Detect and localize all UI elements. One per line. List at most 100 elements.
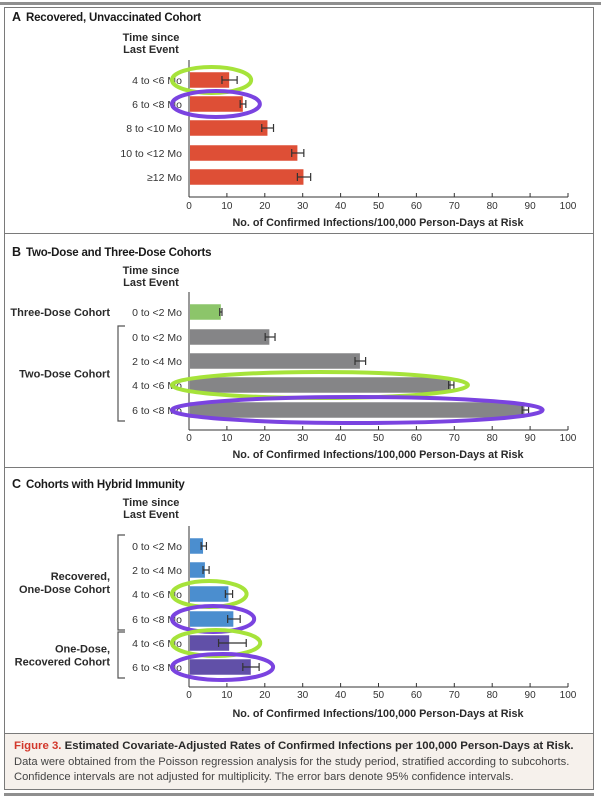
x-axis-title: No. of Confirmed Infections/100,000 Pers… xyxy=(233,708,525,720)
bar xyxy=(190,586,229,602)
x-tick-label: 100 xyxy=(560,690,577,701)
category-label: 4 to <6 Mo xyxy=(132,380,182,392)
group-bracket xyxy=(117,534,125,631)
category-label: 4 to <6 Mo xyxy=(132,638,182,650)
bar xyxy=(190,329,270,345)
category-header: Time since xyxy=(123,497,180,509)
category-header: Time since xyxy=(123,265,180,277)
x-tick-label: 50 xyxy=(373,433,385,444)
x-tick-label: 60 xyxy=(411,690,423,701)
x-tick-label: 80 xyxy=(487,201,499,212)
group-label: Recovered Cohort xyxy=(15,657,111,669)
panel-b: B Two-Dose and Three-Dose Cohorts Time sin… xyxy=(10,245,576,461)
bar xyxy=(190,659,251,675)
bar xyxy=(190,169,304,185)
x-tick-label: 70 xyxy=(449,201,461,212)
bar xyxy=(190,72,230,88)
group-label: Recovered, xyxy=(51,571,110,583)
x-tick-label: 20 xyxy=(259,201,271,212)
category-label: 0 to <2 Mo xyxy=(132,332,182,344)
bar xyxy=(190,145,298,161)
category-label: 6 to <8 Mo xyxy=(132,614,182,626)
x-tick-label: 80 xyxy=(487,433,499,444)
bar xyxy=(190,96,243,112)
bar xyxy=(190,120,268,136)
x-tick-label: 10 xyxy=(221,201,233,212)
x-axis-title: No. of Confirmed Infections/100,000 Pers… xyxy=(233,217,525,229)
group-label: One-Dose, xyxy=(55,644,110,656)
panel-divider-ab xyxy=(4,233,594,234)
figure-caption: Figure 3. Estimated Covariate-Adjusted R… xyxy=(5,734,593,789)
panel-divider-caption xyxy=(4,733,594,734)
panel-title: Two-Dose and Three-Dose Cohorts xyxy=(26,247,211,259)
bar xyxy=(190,611,234,627)
panel-letter: C xyxy=(12,477,21,491)
x-tick-label: 10 xyxy=(221,433,233,444)
x-tick-label: 100 xyxy=(560,433,577,444)
bar xyxy=(190,377,451,393)
panel-a: A Recovered, Unvaccinated Cohort Time sinc… xyxy=(12,10,577,229)
figure-title: Estimated Covariate-Adjusted Rates of Co… xyxy=(64,740,574,752)
bar xyxy=(190,402,525,418)
highlight-purple-ellipse xyxy=(169,395,545,425)
category-label: 2 to <4 Mo xyxy=(132,356,182,368)
category-label: 4 to <6 Mo xyxy=(132,75,182,87)
category-label: 6 to <8 Mo xyxy=(132,662,182,674)
x-tick-label: 50 xyxy=(373,690,385,701)
highlight-purple-ellipse xyxy=(170,89,262,119)
category-header: Last Event xyxy=(123,44,179,56)
bar xyxy=(190,635,230,651)
panel-c: C Cohorts with Hybrid Immunity Time sinceL… xyxy=(12,477,577,720)
x-tick-label: 20 xyxy=(259,690,271,701)
x-tick-label: 100 xyxy=(560,201,577,212)
panel-title: Cohorts with Hybrid Immunity xyxy=(26,479,185,491)
x-tick-label: 60 xyxy=(411,201,423,212)
bar xyxy=(190,562,205,578)
x-tick-label: 20 xyxy=(259,433,271,444)
panel-divider-bc xyxy=(4,467,594,468)
group-bracket xyxy=(117,631,125,679)
category-header: Last Event xyxy=(123,277,179,289)
x-tick-label: 60 xyxy=(411,433,423,444)
group-label: Three-Dose Cohort xyxy=(10,307,110,319)
x-tick-label: 80 xyxy=(487,690,499,701)
category-header: Last Event xyxy=(123,509,179,521)
x-tick-label: 30 xyxy=(297,201,309,212)
category-label: 0 to <2 Mo xyxy=(132,541,182,553)
bar xyxy=(190,353,360,369)
caption-line-1: Data were obtained from the Poisson regr… xyxy=(14,755,570,768)
category-label: 8 to <10 Mo xyxy=(126,123,182,135)
top-rule xyxy=(0,2,601,5)
bottom-rule xyxy=(4,793,594,796)
group-bracket xyxy=(117,325,125,422)
x-tick-label: 70 xyxy=(449,433,461,444)
category-label: 10 to <12 Mo xyxy=(120,148,182,160)
category-label: 4 to <6 Mo xyxy=(132,589,182,601)
bar xyxy=(190,538,204,554)
category-label: ≥12 Mo xyxy=(147,172,182,184)
x-tick-label: 90 xyxy=(525,433,537,444)
x-axis-title: No. of Confirmed Infections/100,000 Pers… xyxy=(233,449,525,461)
figure-frame xyxy=(4,7,594,790)
x-tick-label: 70 xyxy=(449,690,461,701)
x-tick-label: 40 xyxy=(335,201,347,212)
highlight-purple-ellipse xyxy=(170,652,276,682)
x-tick-label: 90 xyxy=(525,201,537,212)
group-label: Two-Dose Cohort xyxy=(19,369,110,381)
category-label: 6 to <8 Mo xyxy=(132,405,182,417)
panel-letter: B xyxy=(12,245,21,259)
x-tick-label: 0 xyxy=(186,690,192,701)
x-tick-label: 40 xyxy=(335,433,347,444)
category-label: 0 to <2 Mo xyxy=(132,307,182,319)
x-tick-label: 30 xyxy=(297,690,309,701)
x-tick-label: 30 xyxy=(297,433,309,444)
panel-title: Recovered, Unvaccinated Cohort xyxy=(26,12,201,24)
category-label: 6 to <8 Mo xyxy=(132,99,182,111)
group-label: One-Dose Cohort xyxy=(19,584,110,596)
x-tick-label: 0 xyxy=(186,433,192,444)
x-tick-label: 40 xyxy=(335,690,347,701)
figure-label: Figure 3. xyxy=(14,740,62,752)
x-tick-label: 0 xyxy=(186,201,192,212)
x-tick-label: 50 xyxy=(373,201,385,212)
